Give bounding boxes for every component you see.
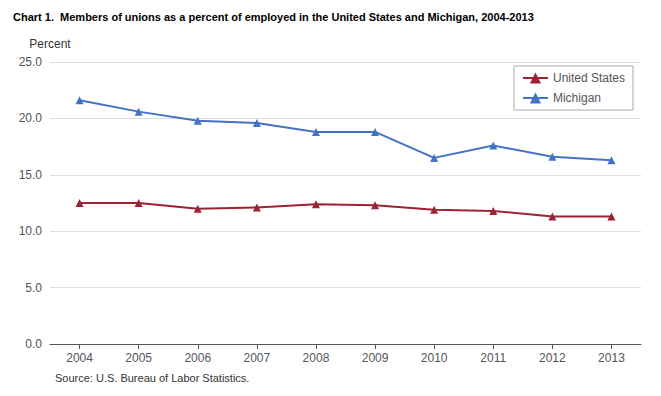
- svg-text:15.0: 15.0: [19, 168, 43, 182]
- svg-text:2013: 2013: [598, 351, 625, 365]
- svg-text:2005: 2005: [125, 351, 152, 365]
- svg-text:2008: 2008: [303, 351, 330, 365]
- svg-text:2010: 2010: [421, 351, 448, 365]
- svg-text:2011: 2011: [480, 351, 506, 365]
- svg-text:Percent: Percent: [29, 37, 71, 51]
- svg-text:2004: 2004: [66, 351, 93, 365]
- svg-text:25.0: 25.0: [19, 55, 43, 69]
- svg-text:Source: U.S. Bureau of Labor S: Source: U.S. Bureau of Labor Statistics.: [55, 372, 249, 384]
- svg-text:2007: 2007: [243, 351, 270, 365]
- svg-text:United States: United States: [553, 71, 625, 85]
- svg-text:2006: 2006: [184, 351, 211, 365]
- svg-text:Michigan: Michigan: [553, 91, 601, 105]
- svg-text:2012: 2012: [539, 351, 566, 365]
- svg-text:0.0: 0.0: [25, 337, 42, 351]
- svg-text:Chart 1. Members of unions as: Chart 1. Members of unions as a percent …: [13, 11, 534, 23]
- svg-text:2009: 2009: [362, 351, 389, 365]
- svg-text:5.0: 5.0: [25, 281, 42, 295]
- svg-text:10.0: 10.0: [19, 224, 43, 238]
- svg-text:20.0: 20.0: [19, 111, 43, 125]
